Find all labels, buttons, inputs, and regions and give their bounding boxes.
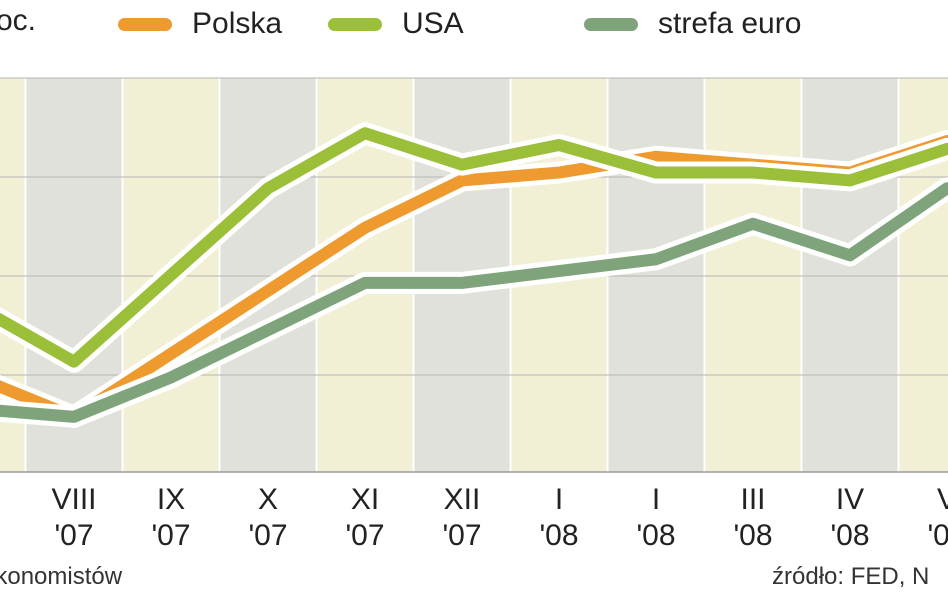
x-tick-year: '08 xyxy=(927,519,948,552)
legend-swatch-usa xyxy=(328,17,382,31)
x-tick-month: III xyxy=(740,483,766,516)
x-tick-year: '07 xyxy=(248,519,288,552)
series-line-strefa-euro xyxy=(0,182,948,423)
legend: roc. Polska USA strefa euro xyxy=(0,0,948,44)
x-tick-label: IV '08 xyxy=(810,482,890,554)
x-tick-year: '08 xyxy=(733,519,773,552)
legend-item-polska: Polska xyxy=(118,6,282,42)
x-tick-month: X xyxy=(257,483,278,516)
x-tick-month: XI xyxy=(350,483,380,516)
legend-label-usa: USA xyxy=(402,7,464,40)
series-line-usa xyxy=(0,127,948,368)
x-tick-month: I xyxy=(651,483,661,516)
legend-label-polska: Polska xyxy=(192,7,283,40)
column-band xyxy=(802,78,898,472)
x-tick-label: XII '07 xyxy=(422,482,502,554)
x-tick-label: VIII '07 xyxy=(34,482,114,554)
legend-swatch-strefa-euro xyxy=(584,17,638,31)
x-tick-year: '07 xyxy=(345,519,385,552)
legend-label-strefa-euro: strefa euro xyxy=(658,7,802,40)
x-tick-label: V '08 xyxy=(907,482,948,554)
x-tick-year: '08 xyxy=(636,519,676,552)
x-tick-label: X '07 xyxy=(228,482,308,554)
x-tick-year: '07 xyxy=(442,519,482,552)
x-tick-label: III '08 xyxy=(713,482,793,554)
series-lines xyxy=(0,122,948,428)
x-tick-month: XII xyxy=(443,483,481,516)
footnote-source: źródło: FED, N xyxy=(772,563,930,590)
x-tick-year: '07 xyxy=(151,519,191,552)
x-tick-month: IX xyxy=(156,483,186,516)
x-tick-year: '08 xyxy=(539,519,579,552)
footnote-note: ekonomistów xyxy=(0,563,123,590)
x-tick-label: XI '07 xyxy=(325,482,405,554)
x-tick-month: I xyxy=(554,483,564,516)
x-tick-label: IX '07 xyxy=(131,482,211,554)
x-tick-month: IV xyxy=(835,483,865,516)
x-tick-year: '07 xyxy=(54,519,94,552)
x-tick-year: '08 xyxy=(830,519,870,552)
legend-item-strefa-euro: strefa euro xyxy=(584,6,801,42)
x-tick-month: VIII xyxy=(51,483,97,516)
x-tick-label: I '08 xyxy=(519,482,599,554)
x-tick-month: V xyxy=(936,483,948,516)
unit-label: roc. xyxy=(0,4,37,37)
x-tick-label: I '08 xyxy=(616,482,696,554)
column-band xyxy=(608,78,704,472)
legend-item-usa: USA xyxy=(328,6,464,42)
legend-swatch-polska xyxy=(118,17,172,31)
column-band xyxy=(705,78,801,472)
